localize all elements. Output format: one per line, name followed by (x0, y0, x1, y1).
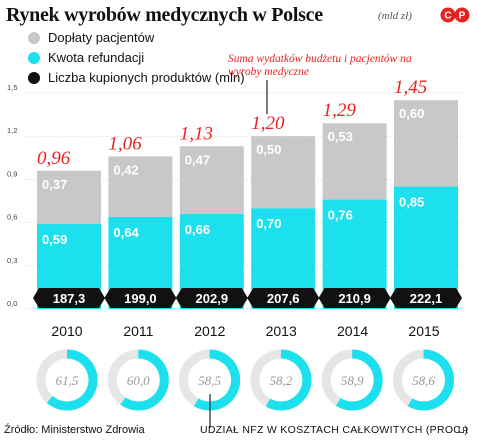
y-tick-label: 1,5 (7, 83, 17, 92)
author-initials: LR (458, 426, 469, 435)
x-tick-label: 2012 (194, 323, 225, 339)
refund-value-label: 0,59 (42, 232, 67, 247)
total-value-label: 0,96 (37, 148, 71, 169)
refund-value-label: 0,85 (399, 195, 424, 210)
patient-value-label: 0,37 (42, 177, 67, 192)
bar-patient (179, 146, 244, 214)
products-badge (33, 288, 105, 308)
y-tick-label: 0,3 (7, 256, 17, 265)
products-count-label: 222,1 (410, 291, 443, 306)
products-badge (318, 288, 391, 308)
legend-label-patient: Dopłaty pacjentów (48, 30, 155, 45)
products-badge (104, 288, 177, 308)
legend-swatch-refund (28, 51, 40, 64)
y-tick-label: 0,0 (7, 299, 17, 308)
products-count-label: 187,3 (53, 291, 86, 306)
bar-patient (322, 123, 387, 200)
products-badge (247, 288, 320, 308)
donut-nfz-share (393, 349, 454, 411)
legend-swatch-patient (28, 31, 40, 44)
total-value-label: 1,29 (323, 100, 357, 121)
bar-patient (394, 100, 458, 187)
x-tick-label: 2011 (123, 323, 153, 339)
patient-value-label: 0,42 (113, 162, 138, 177)
nfz-share-label: UDZIAŁ NFZ W KOSZTACH CAŁKOWITYCH (PROC.… (200, 424, 469, 436)
donut-nfz-share (321, 349, 383, 411)
x-tick-label: 2014 (337, 323, 368, 339)
patient-value-label: 0,60 (399, 106, 424, 121)
x-tick-label: 2010 (51, 323, 82, 339)
bar-patient (37, 170, 101, 225)
y-tick-label: 0,9 (7, 169, 17, 178)
legend-item-patient: Dopłaty pacjentów (28, 30, 154, 45)
bar-patient (251, 136, 316, 209)
nfz-share-value: 58,5 (198, 373, 221, 388)
refund-value-label: 0,64 (113, 225, 139, 240)
products-count-label: 199,0 (124, 291, 157, 306)
unit-label: (mld zł) (378, 10, 412, 22)
total-value-label: 1,20 (251, 113, 285, 134)
refund-value-label: 0,70 (256, 216, 281, 231)
nfz-share-value: 58,2 (270, 373, 293, 388)
donut-nfz-share (36, 349, 98, 411)
refund-value-label: 0,66 (185, 222, 210, 237)
source-note: Źródło: Ministerstwo Zdrowia (4, 424, 145, 436)
products-count-label: 210,9 (338, 291, 371, 306)
svg-text:P: P (459, 11, 466, 22)
chart-title: Rynek wyrobów medycznych w Polsce (6, 4, 323, 26)
y-tick-label: 0,6 (7, 213, 17, 222)
legend-label-count: Liczba kupionych produktów (mln) (48, 70, 245, 85)
total-annotation: Suma wydatków budżetu i pacjentów na wyr… (228, 53, 412, 78)
products-badge (175, 288, 248, 308)
x-tick-label: 2015 (408, 323, 439, 339)
x-tick-label: 2013 (266, 323, 297, 339)
refund-value-label: 0,76 (328, 208, 353, 223)
products-count-label: 202,9 (196, 291, 229, 306)
donut-nfz-share (250, 349, 312, 411)
patient-value-label: 0,53 (328, 129, 353, 144)
patient-value-label: 0,50 (256, 142, 281, 157)
bar-patient (108, 156, 173, 217)
products-count-label: 207,6 (267, 291, 300, 306)
nfz-share-value: 61,5 (56, 373, 79, 388)
legend-label-refund: Kwota refundacji (48, 50, 145, 65)
legend-item-count: Liczba kupionych produktów (mln) (28, 70, 245, 85)
patient-value-label: 0,47 (185, 152, 210, 167)
legend-item-refund: Kwota refundacji (28, 50, 144, 65)
publisher-logo: C P (440, 7, 470, 23)
total-value-label: 1,06 (108, 133, 142, 154)
y-tick-label: 1,2 (7, 126, 17, 135)
total-value-label: 1,45 (394, 77, 427, 98)
nfz-share-value: 58,9 (341, 373, 364, 388)
nfz-share-value: 60,0 (127, 373, 150, 388)
svg-text:C: C (444, 11, 451, 22)
donut-nfz-share (107, 349, 169, 411)
products-badge (390, 288, 462, 308)
nfz-share-value: 58,6 (412, 373, 435, 388)
total-value-label: 1,13 (180, 123, 213, 144)
legend-swatch-count (28, 71, 40, 84)
